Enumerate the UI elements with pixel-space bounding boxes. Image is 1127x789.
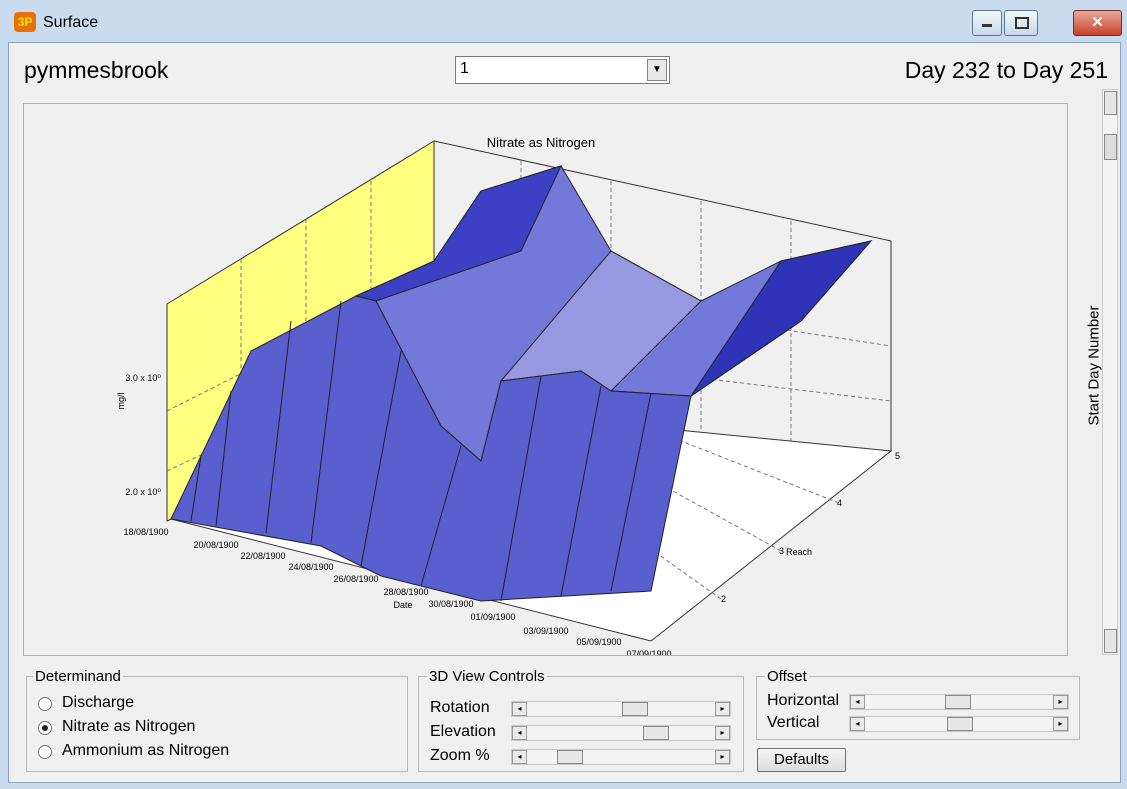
scrollbar-label: Start Day Number: [1085, 305, 1103, 426]
slider-thumb: [557, 750, 583, 764]
maximize-button[interactable]: [1004, 10, 1038, 36]
slider-left: ◂: [512, 726, 527, 740]
surface-front: [170, 295, 692, 602]
surface-ridge: [690, 240, 873, 397]
slider-right: ▸: [715, 702, 730, 716]
dropdown-arrow[interactable]: ▼: [647, 59, 667, 81]
scroll-down[interactable]: [1104, 629, 1117, 653]
slider-label: Horizontal: [767, 692, 840, 709]
x-tick-label: 24/08/1900: [288, 562, 333, 572]
slider-right: ▸: [715, 726, 730, 740]
radio-label: Nitrate as Nitrogen: [62, 718, 196, 735]
view-controls-group: 3D View Controls Rotation ◂ ▸ Elevation ◂ ▸ Zo…: [418, 668, 744, 772]
slider[interactable]: ◂ ▸: [511, 749, 731, 765]
selector-value: 1: [460, 60, 469, 77]
z-tick-label: 4: [837, 498, 842, 508]
slider[interactable]: ◂ ▸: [511, 701, 731, 717]
defaults-button[interactable]: Defaults: [757, 748, 846, 772]
z-tick-label: 2: [721, 594, 726, 604]
scroll-thumb[interactable]: [1104, 134, 1117, 160]
scroll-up[interactable]: [1104, 91, 1117, 115]
slider-right: ▸: [1053, 695, 1068, 709]
x-tick-label: 28/08/1900: [383, 587, 428, 597]
group-title: Determinand: [33, 668, 123, 685]
slider-thumb: [643, 726, 669, 740]
site-name: pymmesbrook: [24, 57, 169, 83]
slider-thumb: [945, 695, 971, 709]
x-tick-label: 30/08/1900: [428, 599, 473, 609]
slider-left: ◂: [512, 702, 527, 716]
x-tick-label: 05/09/1900: [576, 637, 621, 647]
client-area: pymmesbrook 1 ▼ Day 232 to Day 251: [8, 42, 1121, 783]
radio-dot: [42, 725, 48, 731]
radio-label: Ammonium as Nitrogen: [62, 742, 230, 759]
x-axis-label: Date: [393, 600, 412, 610]
z-tick-label: 5: [895, 451, 900, 461]
plot-title: Nitrate as Nitrogen: [487, 135, 595, 150]
x-tick-label: 22/08/1900: [240, 551, 285, 561]
z-tick-label: 3: [779, 546, 784, 556]
x-tick-label: 20/08/1900: [193, 540, 238, 550]
slider[interactable]: ◂ ▸: [849, 716, 1069, 732]
x-tick-label: 07/09/1900: [626, 649, 671, 655]
slider-label: Rotation: [430, 699, 490, 716]
slider-label: Elevation: [430, 723, 496, 740]
surface-strips: [190, 300, 652, 602]
app-icon: 3P: [14, 12, 36, 32]
y-axis-label: mg/l: [116, 392, 126, 409]
back-wall-edge: [433, 140, 892, 451]
slider-thumb: [947, 717, 973, 731]
slider-left: ◂: [850, 695, 865, 709]
y-tick-label: 2.0 x 10⁰: [125, 487, 161, 497]
group-title: 3D View Controls: [427, 668, 547, 685]
y-tick-label: 3.0 x 10⁰: [125, 373, 161, 383]
slider-thumb: [622, 702, 648, 716]
determinand-group: Determinand Discharge Nitrate as Nitrogen…: [26, 668, 408, 772]
scrollbar[interactable]: [1102, 89, 1118, 655]
x-tick-label: 03/09/1900: [523, 626, 568, 636]
slider-left: ◂: [850, 717, 865, 731]
radio-button[interactable]: [38, 721, 52, 735]
x-tick-label: 18/08/1900: [123, 527, 168, 537]
slider-label: Vertical: [767, 714, 820, 731]
x-tick-label: 01/09/1900: [470, 612, 515, 622]
slider-label: Zoom %: [430, 747, 490, 764]
x-tick-label: 26/08/1900: [333, 574, 378, 584]
slider-right: ▸: [1053, 717, 1068, 731]
offset-group: Offset Horizontal ◂ ▸ Vertical ◂ ▸: [756, 668, 1080, 740]
day-range: Day 232 to Day 251: [904, 57, 1108, 83]
slider-left: ◂: [512, 750, 527, 764]
z-axis-label: Reach: [786, 547, 812, 557]
minimize-button[interactable]: [972, 10, 1002, 36]
radio-button[interactable]: [38, 697, 52, 711]
slider[interactable]: ◂ ▸: [511, 725, 731, 741]
plot-panel: Nitrate as Nitrogen mg/l 3.0 x 10⁰ 2.0 x…: [23, 103, 1068, 656]
slider[interactable]: ◂ ▸: [849, 694, 1069, 710]
group-title: Offset: [765, 668, 809, 685]
window-title: Surface: [43, 14, 99, 31]
close-button[interactable]: ✕: [1073, 10, 1122, 36]
radio-label: Discharge: [62, 694, 135, 711]
slider-right: ▸: [715, 750, 730, 764]
selector[interactable]: 1 ▼: [455, 56, 670, 84]
surface-plot: Nitrate as Nitrogen mg/l 3.0 x 10⁰ 2.0 x…: [116, 135, 900, 655]
radio-button[interactable]: [38, 745, 52, 759]
